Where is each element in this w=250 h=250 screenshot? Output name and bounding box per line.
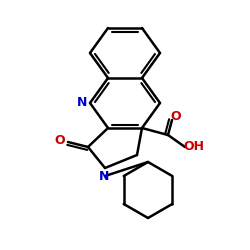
Text: OH: OH <box>184 140 204 153</box>
Text: N: N <box>99 170 109 182</box>
Text: N: N <box>77 96 87 110</box>
Text: O: O <box>171 110 181 122</box>
Text: O: O <box>55 134 65 146</box>
